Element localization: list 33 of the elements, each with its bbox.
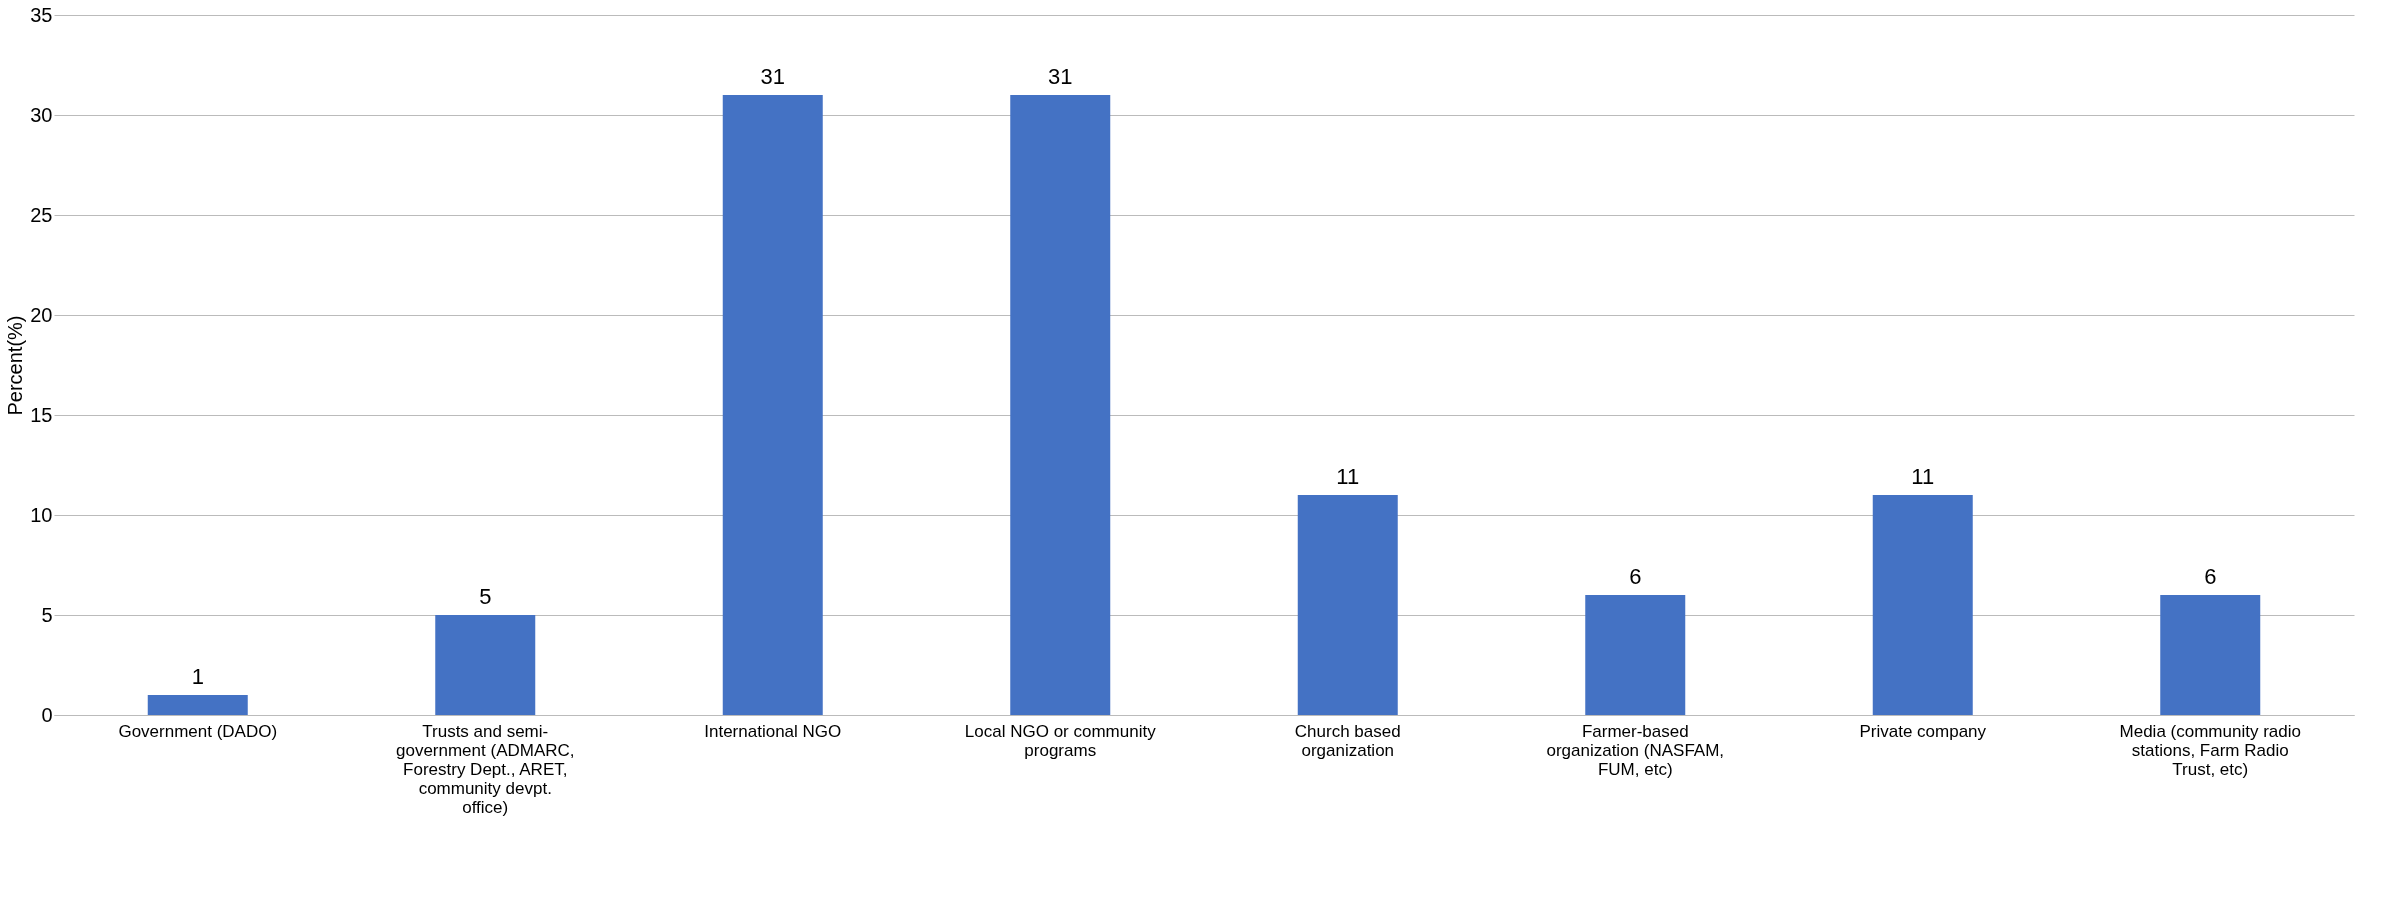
data-label: 31 (760, 64, 785, 89)
x-tick-label: Trusts and semi-government (ADMARC, Forestry Dept., ARET, community devpt. office) (395, 721, 575, 817)
y-axis-title: Percent(%) (4, 315, 27, 416)
y-tick-label: 10 (30, 503, 53, 526)
data-label: 5 (479, 584, 492, 609)
data-label: 11 (1911, 464, 1935, 489)
y-tick-label: 25 (30, 203, 53, 226)
bar (1010, 95, 1111, 715)
y-tick-label: 5 (41, 603, 53, 626)
bar (722, 95, 823, 715)
bar (435, 615, 536, 715)
y-tick-label: 20 (30, 303, 53, 326)
bar (1585, 595, 1686, 715)
bar (1872, 495, 1973, 715)
x-tick-label: Media (community radio stations, Farm Radio Trust, etc) (2119, 721, 2301, 779)
x-tick-label: Farmer-based organization (NASFAM, FUM, etc) (1546, 721, 1725, 779)
data-label: 11 (1336, 464, 1360, 489)
x-tick-label: Church based organization (1294, 721, 1401, 760)
bar (147, 695, 248, 715)
x-tick-label: Government (DADO) (118, 721, 278, 741)
data-label: 31 (1048, 64, 1073, 89)
y-tick-label: 30 (30, 103, 53, 126)
x-tick-label: Local NGO or community programs (964, 721, 1157, 760)
x-tick-label: Private company (1859, 721, 1987, 741)
data-label: 6 (1629, 564, 1642, 589)
y-tick-label: 15 (30, 403, 53, 426)
bar (2160, 595, 2261, 715)
y-tick-label: 35 (30, 3, 53, 26)
x-tick-label: International NGO (704, 721, 842, 741)
y-tick-label: 0 (41, 703, 53, 726)
data-label: 6 (2204, 564, 2217, 589)
bar (1297, 495, 1398, 715)
data-label: 1 (191, 664, 204, 689)
